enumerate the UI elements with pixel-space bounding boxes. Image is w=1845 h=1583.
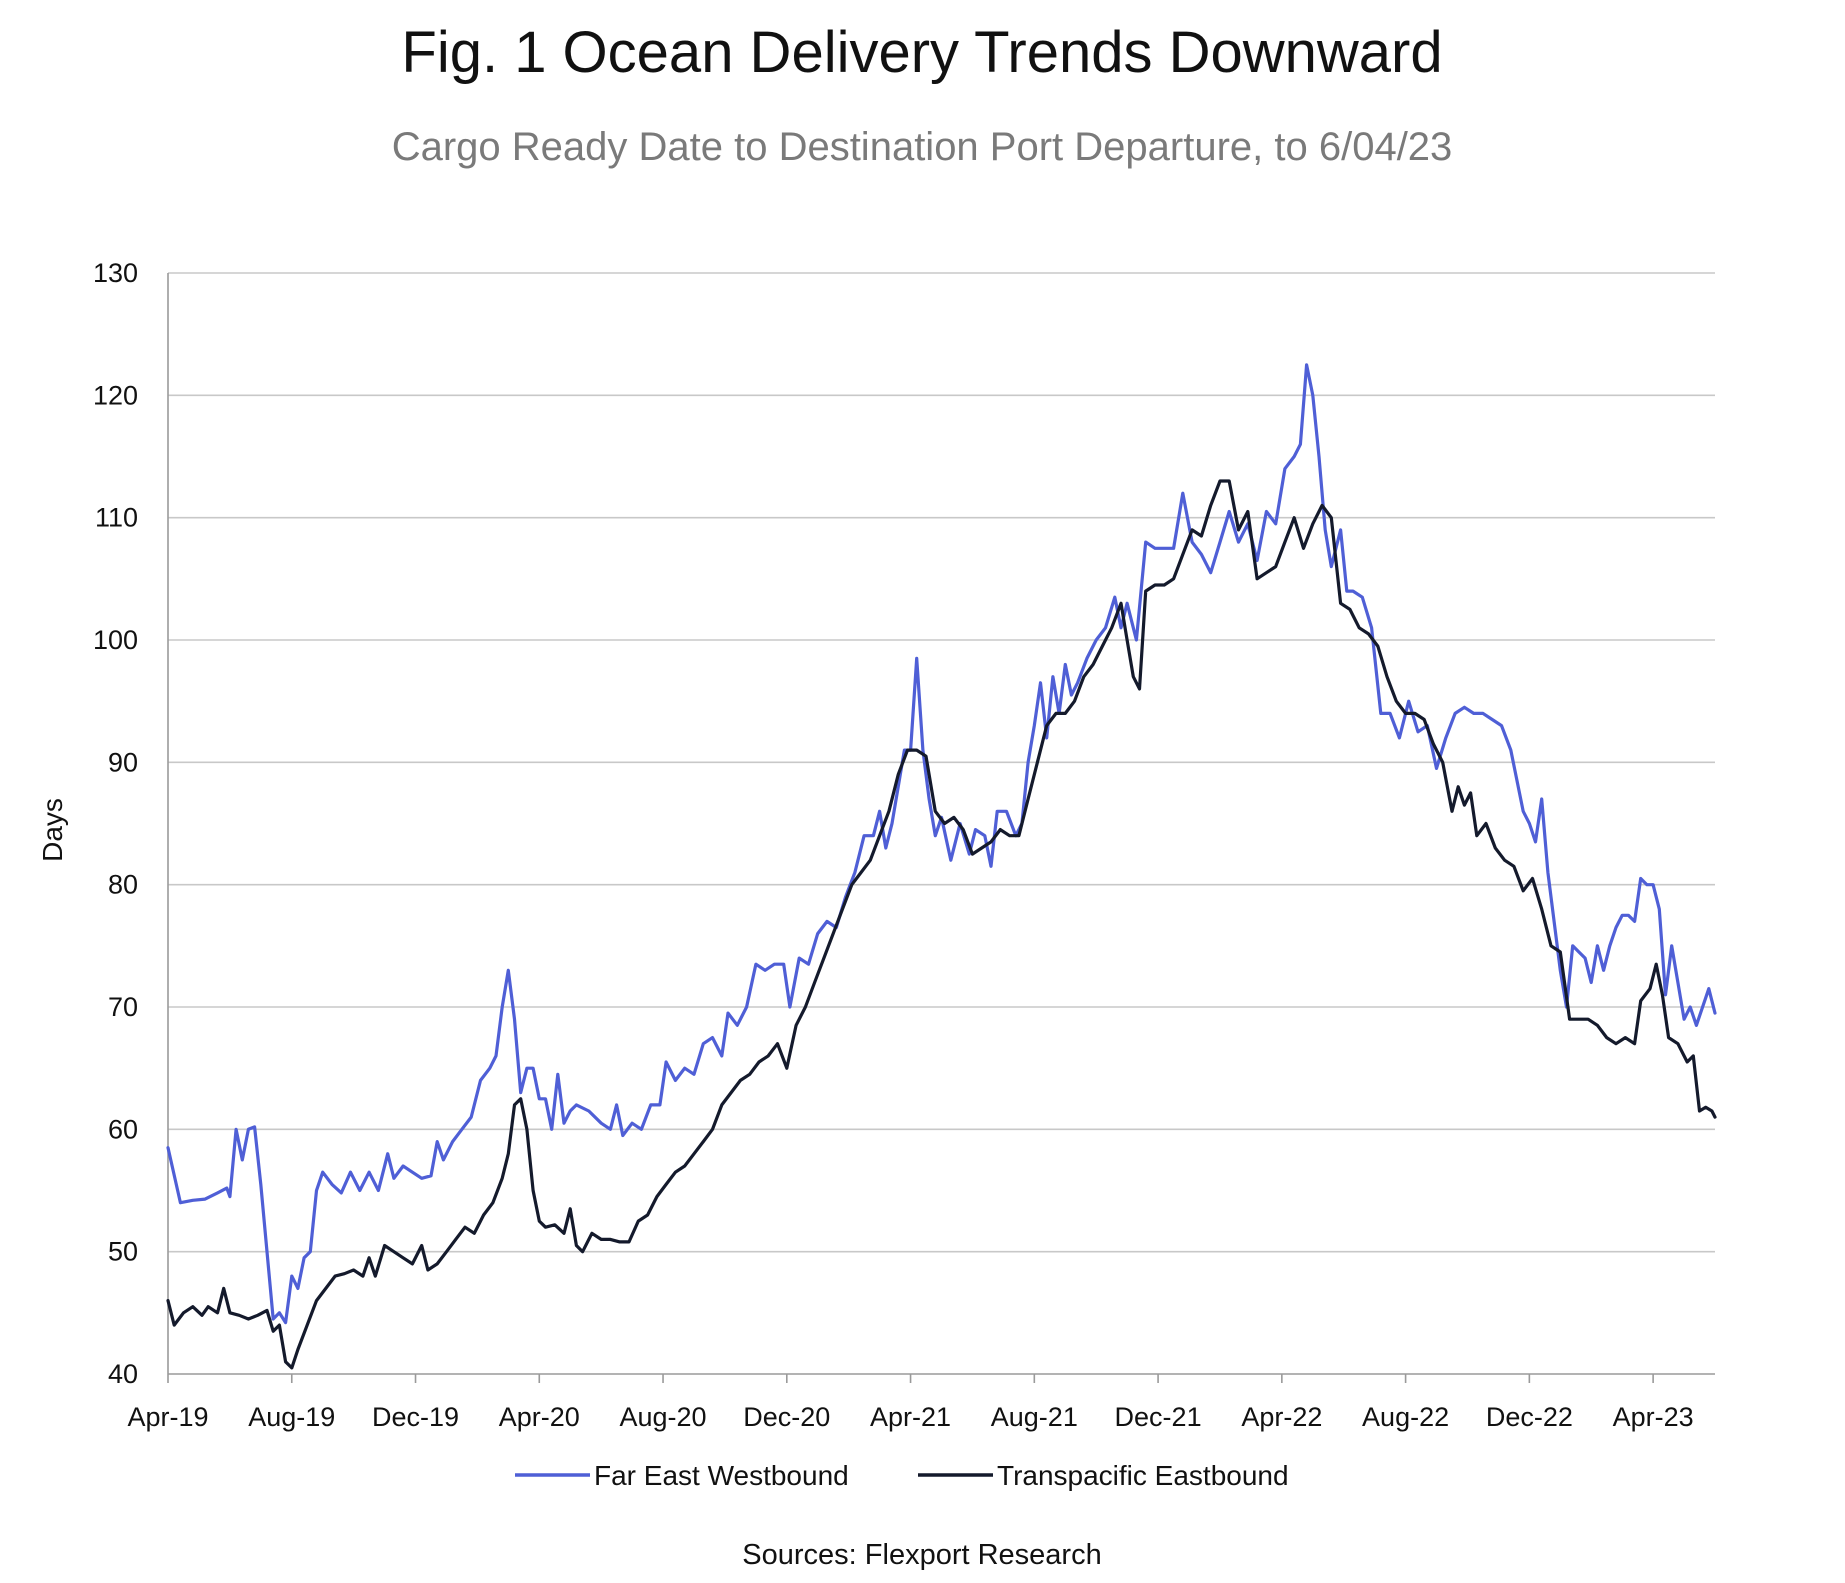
- gridlines: [168, 272, 1715, 1253]
- x-tick-label: Dec-20: [743, 1402, 830, 1432]
- x-tick-label: Aug-20: [620, 1402, 707, 1432]
- x-tick-label: Apr-23: [1613, 1402, 1694, 1432]
- y-tick-label: 120: [93, 380, 138, 410]
- y-tick-label: 70: [108, 992, 138, 1022]
- chart-title: Fig. 1 Ocean Delivery Trends Downward: [401, 20, 1442, 85]
- x-tick-label: Aug-21: [991, 1402, 1078, 1432]
- y-tick-label: 100: [93, 625, 138, 655]
- x-tick-label: Aug-22: [1362, 1402, 1449, 1432]
- x-tick-label: Aug-19: [248, 1402, 335, 1432]
- x-tick-label: Dec-19: [372, 1402, 459, 1432]
- y-tick-label: 40: [108, 1359, 138, 1389]
- x-tick-label: Dec-21: [1115, 1402, 1202, 1432]
- legend: Far East Westbound Transpacific Eastbound: [515, 1460, 1289, 1491]
- legend-label: Transpacific Eastbound: [997, 1460, 1289, 1491]
- series-lines: [166, 363, 1717, 1370]
- x-tick-label: Apr-19: [127, 1402, 208, 1432]
- y-tick-label: 90: [108, 747, 138, 777]
- y-tick-label: 130: [93, 258, 138, 288]
- y-tick-label: 80: [108, 870, 138, 900]
- legend-label: Far East Westbound: [594, 1460, 849, 1491]
- x-tick-label: Apr-22: [1241, 1402, 1322, 1432]
- y-tick-label: 60: [108, 1114, 138, 1144]
- y-tick-label: 50: [108, 1237, 138, 1267]
- y-tick-label: 110: [95, 503, 138, 533]
- series-line-transpacific-eastbound: [166, 479, 1717, 1370]
- y-axis-label: Days: [37, 798, 68, 862]
- chart-subtitle: Cargo Ready Date to Destination Port Dep…: [392, 125, 1453, 169]
- series-line-far-east-westbound: [166, 363, 1717, 1325]
- source-note: Sources: Flexport Research: [742, 1539, 1101, 1571]
- x-tick-label: Apr-21: [870, 1402, 951, 1432]
- axes: 40 50 60 70 80 90 100 110 120 130 Apr-19 Aug-19 Dec-…: [93, 258, 1715, 1432]
- x-tick-label: Dec-22: [1486, 1402, 1573, 1432]
- x-tick-label: Apr-20: [499, 1402, 580, 1432]
